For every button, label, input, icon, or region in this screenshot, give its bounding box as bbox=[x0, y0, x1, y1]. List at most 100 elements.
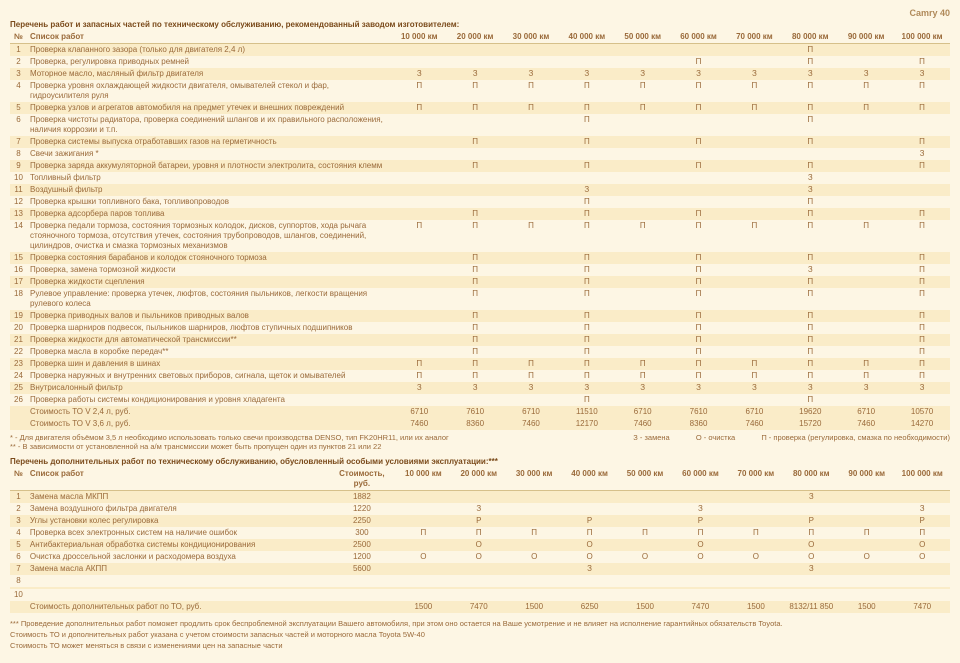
cell: П bbox=[894, 370, 950, 382]
summary-cell: 6710 bbox=[726, 406, 782, 418]
cell: П bbox=[559, 136, 615, 148]
legend-note-2: ** - В зависимости от установленной на а… bbox=[10, 442, 449, 451]
cell: З bbox=[671, 68, 727, 80]
cell: П bbox=[391, 370, 447, 382]
cell bbox=[391, 56, 447, 68]
cell bbox=[894, 172, 950, 184]
table-row: 1Замена масла МКПП1882З bbox=[10, 491, 950, 504]
cell bbox=[726, 276, 782, 288]
row-num: 24 bbox=[10, 370, 27, 382]
cell: О bbox=[562, 551, 617, 563]
cell: П bbox=[559, 196, 615, 208]
cell bbox=[726, 310, 782, 322]
cell bbox=[728, 589, 783, 601]
row-num: 18 bbox=[10, 288, 27, 310]
cell: П bbox=[447, 288, 503, 310]
cell bbox=[894, 44, 950, 57]
cell: П bbox=[894, 252, 950, 264]
summary-cell: 8360 bbox=[447, 418, 503, 430]
cell: З bbox=[503, 382, 559, 394]
cell bbox=[838, 288, 894, 310]
summary-cell: 7460 bbox=[615, 418, 671, 430]
cell: П bbox=[503, 358, 559, 370]
summary-cell: 1500 bbox=[396, 601, 451, 613]
row-desc: Проверка, замена тормозной жидкости bbox=[27, 264, 391, 276]
cell bbox=[615, 264, 671, 276]
cell bbox=[391, 136, 447, 148]
col2-km-8: 90 000 км bbox=[839, 468, 894, 491]
cell: П bbox=[673, 527, 728, 539]
row-desc: Воздушный фильтр bbox=[27, 184, 391, 196]
row-num: 12 bbox=[10, 196, 27, 208]
table-row: 7Замена масла АКПП5600ЗЗ bbox=[10, 563, 950, 575]
row-desc: Проверка работы системы кондиционировани… bbox=[27, 394, 391, 406]
cell: П bbox=[671, 252, 727, 264]
cell: П bbox=[559, 276, 615, 288]
col2-km-0: 10 000 км bbox=[396, 468, 451, 491]
cell: П bbox=[671, 288, 727, 310]
table-row: 4Проверка всех электронных систем на нал… bbox=[10, 527, 950, 539]
row-num: 7 bbox=[10, 563, 27, 575]
row-desc: Проверка жидкости для автоматической тра… bbox=[27, 334, 391, 346]
cell bbox=[615, 310, 671, 322]
cell: Р bbox=[451, 515, 506, 527]
cell: П bbox=[784, 527, 839, 539]
row-num: 4 bbox=[10, 80, 27, 102]
cell: П bbox=[782, 322, 838, 334]
cell: П bbox=[503, 102, 559, 114]
table-row: 20Проверка шарниров подвесок, пыльников … bbox=[10, 322, 950, 334]
cell bbox=[726, 322, 782, 334]
row-cost: 1220 bbox=[328, 503, 395, 515]
cell bbox=[391, 252, 447, 264]
cell: П bbox=[562, 527, 617, 539]
cell bbox=[839, 575, 894, 587]
col-km-8: 90 000 км bbox=[838, 31, 894, 44]
summary-cell: 6710 bbox=[838, 406, 894, 418]
col-km-2: 30 000 км bbox=[503, 31, 559, 44]
cell: П bbox=[506, 527, 561, 539]
cell bbox=[615, 44, 671, 57]
cell bbox=[838, 208, 894, 220]
cell: П bbox=[782, 114, 838, 136]
row-num: 8 bbox=[10, 575, 27, 587]
cell bbox=[728, 539, 783, 551]
row-num: 9 bbox=[10, 160, 27, 172]
section1-title: Перечень работ и запасных частей по техн… bbox=[10, 20, 950, 29]
cell bbox=[615, 136, 671, 148]
footnote-1: *** Проведение дополнительных работ помо… bbox=[10, 619, 950, 629]
cell bbox=[728, 503, 783, 515]
cell: П bbox=[838, 220, 894, 252]
table-row: 9Проверка заряда аккумуляторной батареи,… bbox=[10, 160, 950, 172]
cell bbox=[838, 322, 894, 334]
summary-cell: 6710 bbox=[391, 406, 447, 418]
cell: П bbox=[615, 80, 671, 102]
cell: П bbox=[894, 208, 950, 220]
row-desc bbox=[27, 575, 328, 587]
cell bbox=[391, 184, 447, 196]
col2-km-2: 30 000 км bbox=[506, 468, 561, 491]
col2-km-6: 70 000 км bbox=[728, 468, 783, 491]
cell bbox=[503, 160, 559, 172]
cell: П bbox=[559, 102, 615, 114]
cell bbox=[615, 394, 671, 406]
cell: П bbox=[671, 220, 727, 252]
col2-cost: Стоимость, руб. bbox=[328, 468, 395, 491]
cell: З bbox=[559, 184, 615, 196]
cell bbox=[503, 310, 559, 322]
cell bbox=[447, 56, 503, 68]
cell bbox=[615, 148, 671, 160]
cell: П bbox=[782, 56, 838, 68]
summary-cell: 14270 bbox=[894, 418, 950, 430]
table-row: 4Проверка уровня охлаждающей жидкости дв… bbox=[10, 80, 950, 102]
cell: П bbox=[447, 334, 503, 346]
cell bbox=[391, 394, 447, 406]
row-desc: Проверка чистоты радиатора, проверка сое… bbox=[27, 114, 391, 136]
cell: П bbox=[559, 322, 615, 334]
cell: П bbox=[671, 208, 727, 220]
cell: З bbox=[894, 382, 950, 394]
table-row: 26Проверка работы системы кондиционирова… bbox=[10, 394, 950, 406]
cell bbox=[726, 346, 782, 358]
cell: П bbox=[782, 288, 838, 310]
cell: О bbox=[673, 551, 728, 563]
row-num: 6 bbox=[10, 551, 27, 563]
